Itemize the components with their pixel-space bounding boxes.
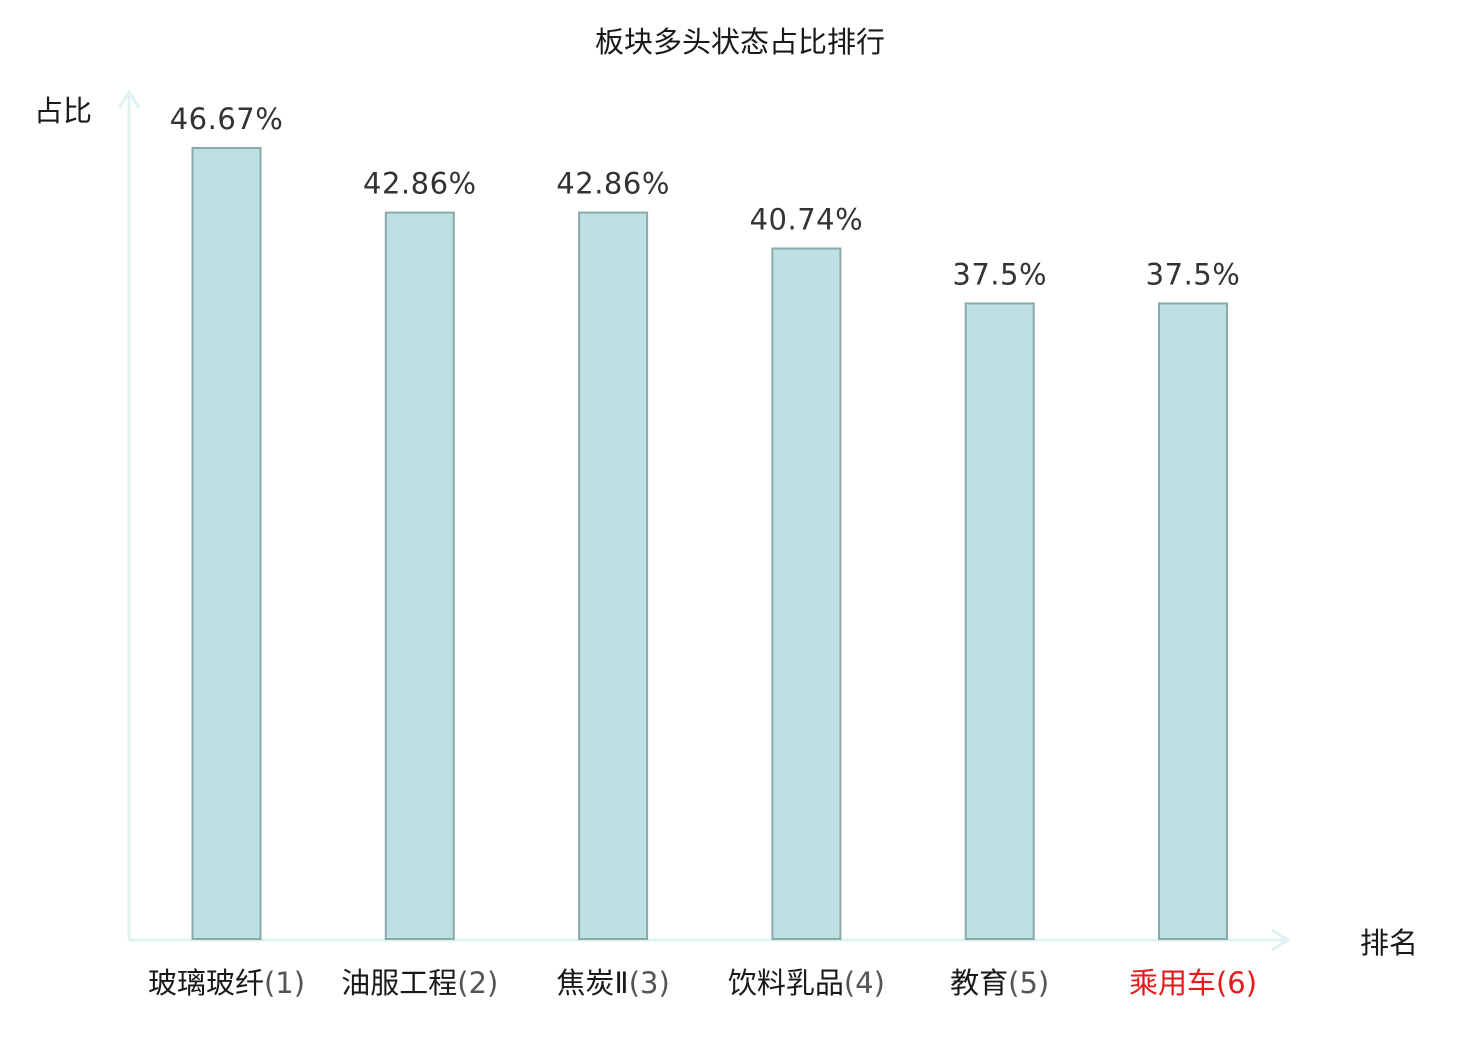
bar-value-label: 46.67% [170, 102, 284, 136]
x-tick-name: 玻璃玻纤 [148, 966, 264, 1000]
x-tick-label: 焦炭Ⅱ(3) [556, 966, 669, 1000]
x-tick-rank: (2) [457, 966, 498, 1000]
x-tick-label: 玻璃玻纤(1) [148, 966, 305, 1000]
bar [191, 147, 262, 940]
bar-value-label: 37.5% [1146, 257, 1241, 291]
bar [771, 247, 842, 940]
bar-value-label: 37.5% [952, 257, 1047, 291]
bars-layer: 46.67% 玻璃玻纤(1) 42.86% 油服工程(2) 42.86% 焦炭Ⅱ(3) 40… [148, 102, 1257, 1000]
bar [964, 302, 1035, 940]
x-tick-name: 油服工程 [341, 966, 457, 1000]
bar-value-label: 40.74% [750, 203, 864, 237]
bar-value-label: 42.86% [363, 167, 477, 201]
x-tick-name: 乘用车 [1129, 966, 1216, 1000]
x-axis-arrow [1271, 928, 1291, 952]
bar [578, 211, 649, 941]
y-axis-arrow [117, 89, 141, 109]
x-tick-rank: (3) [629, 966, 670, 1000]
x-tick-rank: (1) [264, 966, 305, 1000]
x-tick-label: 饮料乳品(4) [728, 966, 885, 1000]
x-axis-label: 排名 [1360, 926, 1418, 960]
x-tick-rank: (5) [1008, 966, 1049, 1000]
bar-value-label: 42.86% [556, 167, 670, 201]
x-tick-label: 教育(5) [950, 966, 1049, 1000]
x-tick-label: 油服工程(2) [341, 966, 498, 1000]
bar [384, 211, 455, 941]
x-tick-rank: (6) [1216, 966, 1257, 1000]
x-tick-label: 乘用车(6) [1129, 966, 1257, 1000]
x-tick-name: 饮料乳品 [728, 966, 844, 1000]
x-tick-name: 教育 [950, 966, 1008, 1000]
y-axis-label: 占比 [34, 94, 92, 128]
x-tick-name: 焦炭Ⅱ [556, 966, 628, 1000]
x-tick-rank: (4) [844, 966, 885, 1000]
bar [1158, 302, 1228, 940]
chart-title: 板块多头状态占比排行 [595, 25, 885, 59]
